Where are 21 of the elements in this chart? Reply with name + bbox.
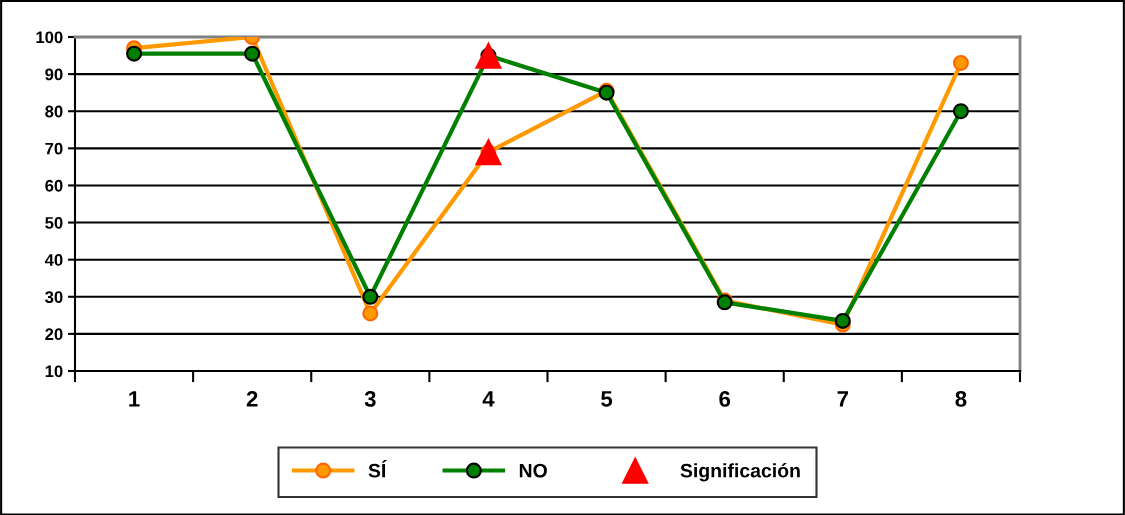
- x-tick-label: 7: [837, 391, 849, 407]
- x-tick-label: 2: [246, 391, 258, 407]
- y-tick-label: 80: [45, 105, 63, 118]
- y-tick-label: 40: [44, 254, 63, 266]
- y-tick-label: 100: [36, 31, 63, 44]
- y-tick-label: 10: [45, 365, 63, 378]
- legend-label: NO: [519, 463, 547, 478]
- y-tick-label: 20: [45, 328, 63, 341]
- y-tick-label: 60: [45, 179, 63, 192]
- y-tick-label: 50: [45, 216, 63, 229]
- legend-label: SÍ: [368, 460, 387, 478]
- y-tick-label: 70: [45, 142, 63, 155]
- x-tick-label: 6: [719, 391, 731, 407]
- x-tick-label: 4: [482, 391, 495, 407]
- legend-label: Significación: [680, 463, 800, 482]
- x-tick-label: 5: [601, 391, 613, 407]
- y-tick-label: 90: [45, 68, 63, 81]
- x-tick-label: 1: [129, 391, 140, 407]
- x-tick-label: 3: [364, 391, 376, 407]
- x-tick-label: 8: [955, 391, 967, 407]
- y-tick-label: 30: [45, 291, 63, 303]
